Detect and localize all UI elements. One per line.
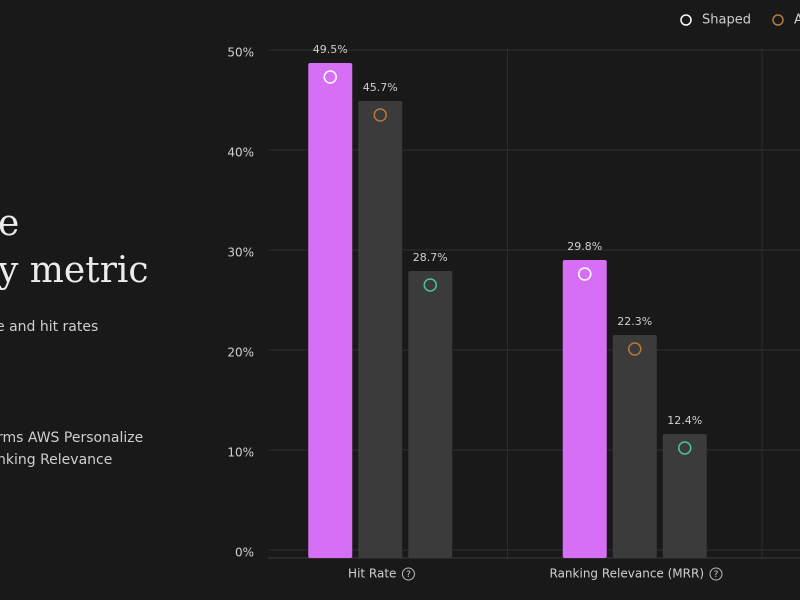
legend-icon	[680, 14, 692, 26]
series-icon	[578, 267, 592, 281]
bar	[612, 335, 657, 558]
series-icon	[423, 278, 437, 292]
series-icon	[323, 70, 337, 84]
value-label: 49.5%	[313, 43, 348, 56]
help-icon-mark: ?	[406, 570, 411, 580]
note: rms AWS Personalize	[0, 430, 143, 446]
value-label: 28.7%	[413, 251, 448, 264]
heading-line: e	[0, 203, 19, 244]
x-tick-label: Hit Rate	[348, 567, 396, 581]
bar	[662, 434, 707, 558]
value-label: 22.3%	[617, 315, 652, 328]
value-label: 29.8%	[567, 240, 602, 253]
value-label: 45.7%	[363, 81, 398, 94]
legend-icon	[772, 14, 784, 26]
legend-label[interactable]: Shaped	[702, 13, 751, 28]
x-tick-label: Ranking Relevance (MRR)	[550, 567, 705, 581]
y-tick-label: 50%	[227, 46, 254, 60]
bar	[562, 260, 607, 558]
series-icon	[373, 108, 387, 122]
y-tick-label: 10%	[227, 446, 254, 460]
value-label: 12.4%	[667, 414, 702, 427]
y-tick-label: 20%	[227, 346, 254, 360]
subtitle: e and hit rates	[0, 319, 98, 335]
legend-label[interactable]: A	[794, 13, 800, 28]
help-icon[interactable]	[709, 567, 723, 581]
series-icon	[678, 441, 692, 455]
help-icon-mark: ?	[714, 570, 719, 580]
help-icon[interactable]	[401, 567, 415, 581]
y-tick-label: 30%	[227, 246, 254, 260]
bar	[308, 63, 353, 558]
bar	[408, 271, 453, 558]
note: nking Relevance	[0, 452, 112, 468]
series-icon	[628, 342, 642, 356]
y-tick-label: 40%	[227, 146, 254, 160]
bar	[358, 101, 403, 558]
y-tick-label: 0%	[235, 546, 254, 560]
heading-line: y metric	[0, 250, 149, 291]
